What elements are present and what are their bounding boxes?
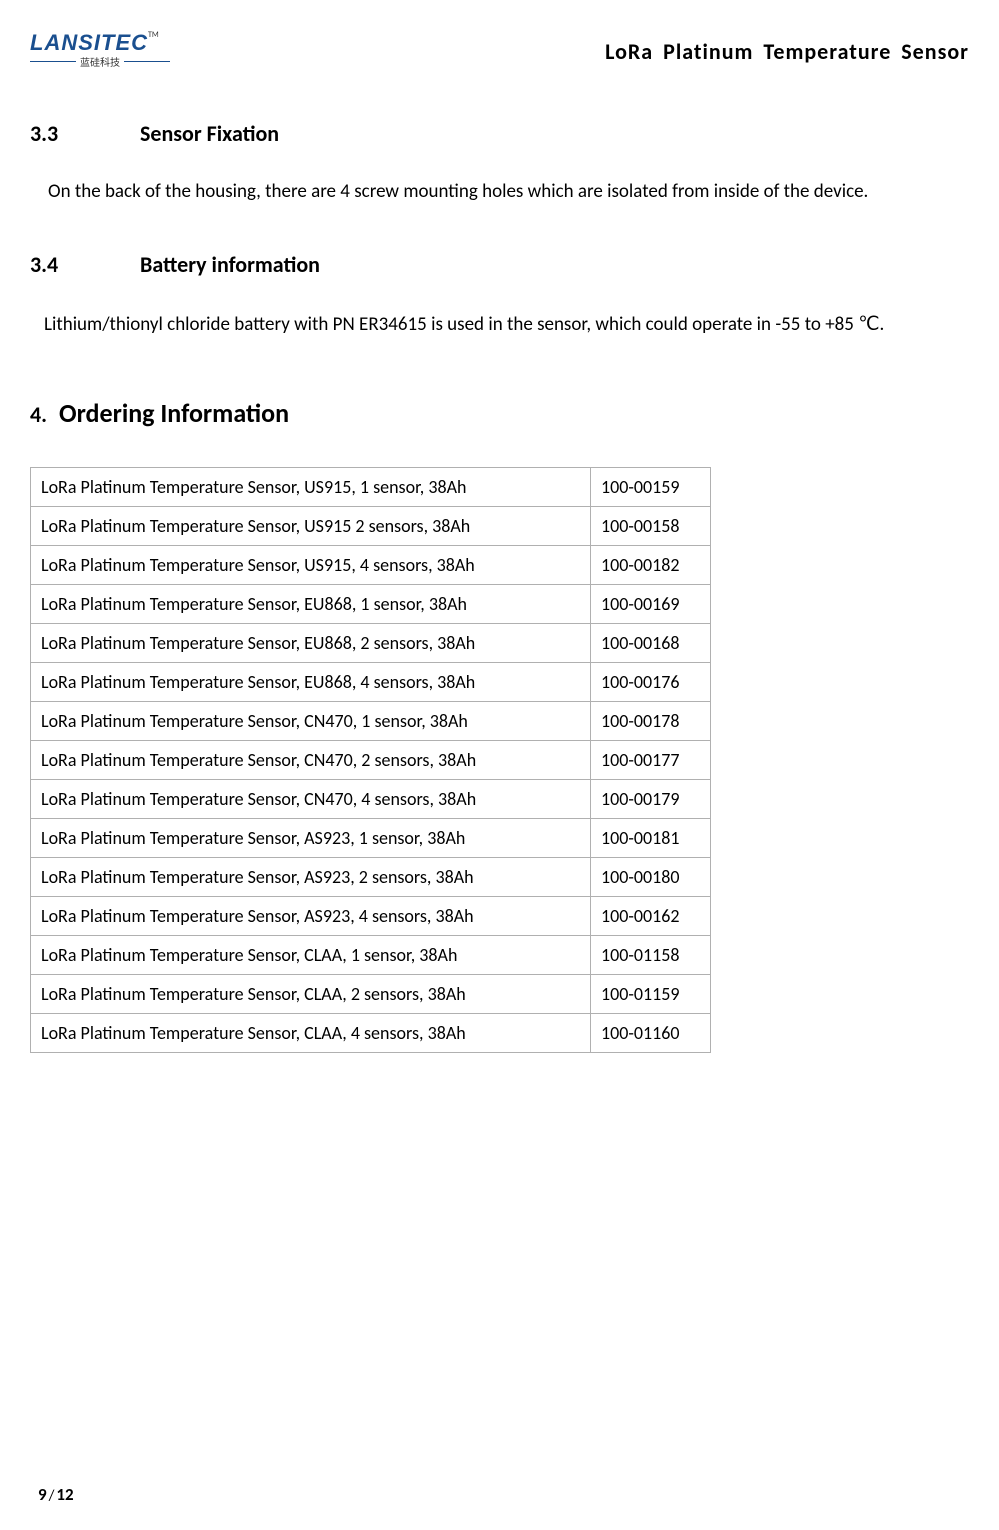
table-row: LoRa Platinum Temperature Sensor, US915 … [31, 507, 711, 546]
logo-line-right [124, 61, 170, 62]
logo: LANSITECTM 蓝硅科技 [30, 30, 170, 70]
section-4-number: 4. [30, 401, 47, 428]
table-cell-part-number: 100-00176 [591, 663, 711, 702]
table-row: LoRa Platinum Temperature Sensor, EU868,… [31, 663, 711, 702]
section-4-heading: 4. Ordering Information [30, 397, 969, 429]
page-number: 9/12 [38, 1484, 74, 1505]
section-3-3-number: 3.3 [30, 120, 140, 147]
page-current: 9 [38, 1484, 47, 1505]
page-header: LANSITECTM 蓝硅科技 LoRa Platinum Temperatur… [30, 30, 969, 70]
table-cell-description: LoRa Platinum Temperature Sensor, CN470,… [31, 741, 591, 780]
section-4-title: Ordering Information [59, 397, 289, 429]
section-3-3-body: On the back of the housing, there are 4 … [48, 171, 969, 213]
table-cell-part-number: 100-01159 [591, 975, 711, 1014]
table-row: LoRa Platinum Temperature Sensor, CLAA, … [31, 1014, 711, 1053]
table-cell-description: LoRa Platinum Temperature Sensor, CN470,… [31, 780, 591, 819]
section-3-4-title: Battery information [140, 251, 320, 278]
table-cell-description: LoRa Platinum Temperature Sensor, EU868,… [31, 624, 591, 663]
table-cell-part-number: 100-00180 [591, 858, 711, 897]
table-cell-description: LoRa Platinum Temperature Sensor, US915,… [31, 468, 591, 507]
table-cell-description: LoRa Platinum Temperature Sensor, CN470,… [31, 702, 591, 741]
table-cell-description: LoRa Platinum Temperature Sensor, AS923,… [31, 897, 591, 936]
table-cell-description: LoRa Platinum Temperature Sensor, US915,… [31, 546, 591, 585]
table-row: LoRa Platinum Temperature Sensor, CN470,… [31, 741, 711, 780]
section-3-4-number: 3.4 [30, 251, 140, 278]
table-cell-part-number: 100-00159 [591, 468, 711, 507]
page-separator: / [49, 1487, 55, 1505]
table-row: LoRa Platinum Temperature Sensor, US915,… [31, 546, 711, 585]
table-row: LoRa Platinum Temperature Sensor, US915,… [31, 468, 711, 507]
ordering-table: LoRa Platinum Temperature Sensor, US915,… [30, 467, 711, 1053]
table-row: LoRa Platinum Temperature Sensor, AS923,… [31, 819, 711, 858]
section-3-3-title: Sensor Fixation [140, 120, 279, 147]
table-cell-description: LoRa Platinum Temperature Sensor, AS923,… [31, 858, 591, 897]
table-row: LoRa Platinum Temperature Sensor, EU868,… [31, 624, 711, 663]
table-cell-part-number: 100-00162 [591, 897, 711, 936]
table-cell-part-number: 100-00177 [591, 741, 711, 780]
table-cell-description: LoRa Platinum Temperature Sensor, CLAA, … [31, 975, 591, 1014]
page-total: 12 [56, 1484, 73, 1505]
table-cell-description: LoRa Platinum Temperature Sensor, EU868,… [31, 585, 591, 624]
logo-line-left [30, 61, 76, 62]
table-cell-part-number: 100-01158 [591, 936, 711, 975]
table-row: LoRa Platinum Temperature Sensor, CLAA, … [31, 975, 711, 1014]
table-row: LoRa Platinum Temperature Sensor, EU868,… [31, 585, 711, 624]
table-row: LoRa Platinum Temperature Sensor, AS923,… [31, 897, 711, 936]
section-3-4-body: Lithium/thionyl chloride battery with PN… [44, 302, 969, 348]
table-cell-description: LoRa Platinum Temperature Sensor, CLAA, … [31, 1014, 591, 1053]
table-row: LoRa Platinum Temperature Sensor, CN470,… [31, 780, 711, 819]
logo-chinese: 蓝硅科技 [76, 54, 124, 69]
table-cell-part-number: 100-00181 [591, 819, 711, 858]
section-3-3-heading: 3.3 Sensor Fixation [30, 120, 969, 147]
table-cell-part-number: 100-00178 [591, 702, 711, 741]
table-row: LoRa Platinum Temperature Sensor, AS923,… [31, 858, 711, 897]
logo-main-text: LANSITEC [30, 30, 148, 55]
table-cell-description: LoRa Platinum Temperature Sensor, CLAA, … [31, 936, 591, 975]
section-3-4-heading: 3.4 Battery information [30, 251, 969, 278]
header-title: LoRa Platinum Temperature Sensor [605, 38, 969, 65]
table-cell-part-number: 100-00168 [591, 624, 711, 663]
table-cell-description: LoRa Platinum Temperature Sensor, EU868,… [31, 663, 591, 702]
table-cell-part-number: 100-01160 [591, 1014, 711, 1053]
table-cell-part-number: 100-00169 [591, 585, 711, 624]
logo-tm: TM [148, 30, 159, 40]
table-row: LoRa Platinum Temperature Sensor, CLAA, … [31, 936, 711, 975]
table-cell-part-number: 100-00179 [591, 780, 711, 819]
table-cell-part-number: 100-00158 [591, 507, 711, 546]
table-cell-description: LoRa Platinum Temperature Sensor, US915 … [31, 507, 591, 546]
table-cell-part-number: 100-00182 [591, 546, 711, 585]
table-cell-description: LoRa Platinum Temperature Sensor, AS923,… [31, 819, 591, 858]
table-row: LoRa Platinum Temperature Sensor, CN470,… [31, 702, 711, 741]
